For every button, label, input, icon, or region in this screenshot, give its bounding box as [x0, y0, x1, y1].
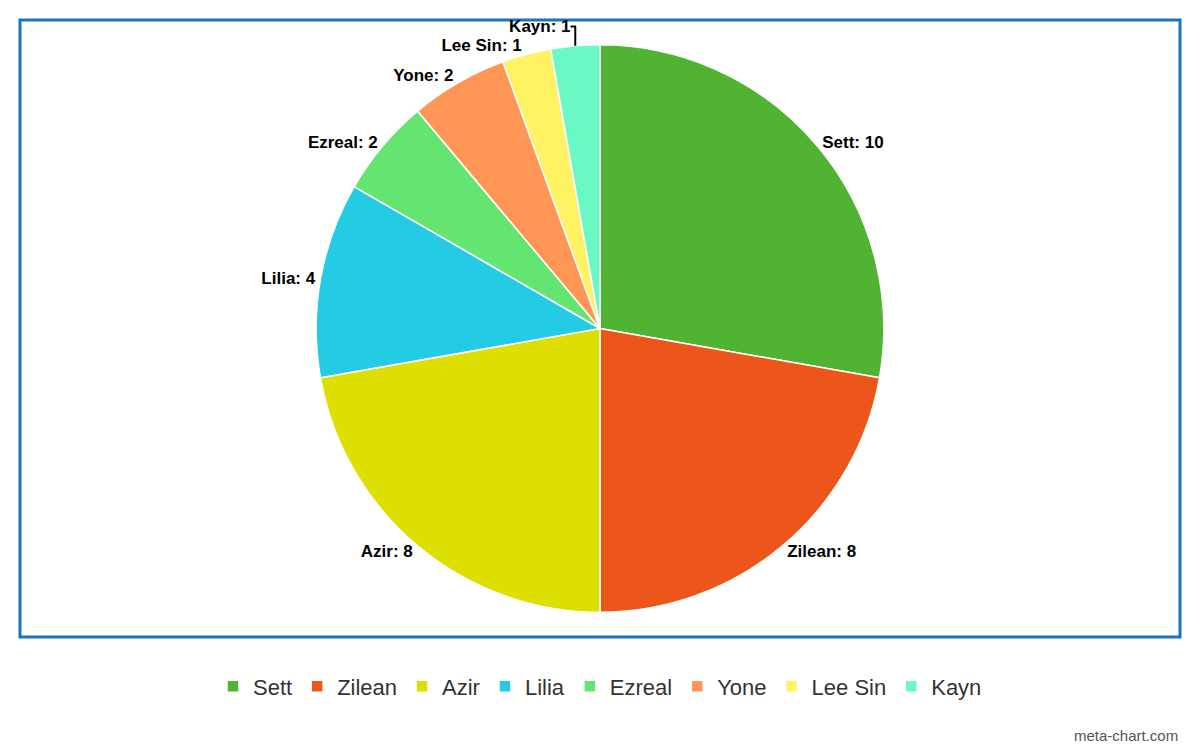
svg-text:Sett: Sett: [253, 675, 292, 700]
svg-text:Lee Sin: Lee Sin: [812, 675, 887, 700]
svg-text:Zilean: Zilean: [337, 675, 397, 700]
svg-text:Ezreal: Ezreal: [610, 675, 672, 700]
svg-text:Lilia: 4: Lilia: 4: [261, 269, 315, 288]
svg-text:Azir: 8: Azir: 8: [361, 542, 413, 561]
svg-text:Kayn: Kayn: [931, 675, 981, 700]
svg-text:Ezreal: 2: Ezreal: 2: [308, 133, 378, 152]
svg-text:Yone: Yone: [717, 675, 766, 700]
svg-text:Lilia: Lilia: [525, 675, 565, 700]
svg-text:Sett: 10: Sett: 10: [822, 133, 883, 152]
svg-text:Kayn: 1: Kayn: 1: [509, 17, 570, 36]
svg-text:Lee Sin: 1: Lee Sin: 1: [441, 36, 521, 55]
svg-text:Zilean: 8: Zilean: 8: [787, 542, 856, 561]
svg-text:Yone: 2: Yone: 2: [393, 66, 453, 85]
svg-text:Azir: Azir: [442, 675, 480, 700]
svg-text:meta-chart.com: meta-chart.com: [1074, 727, 1178, 744]
